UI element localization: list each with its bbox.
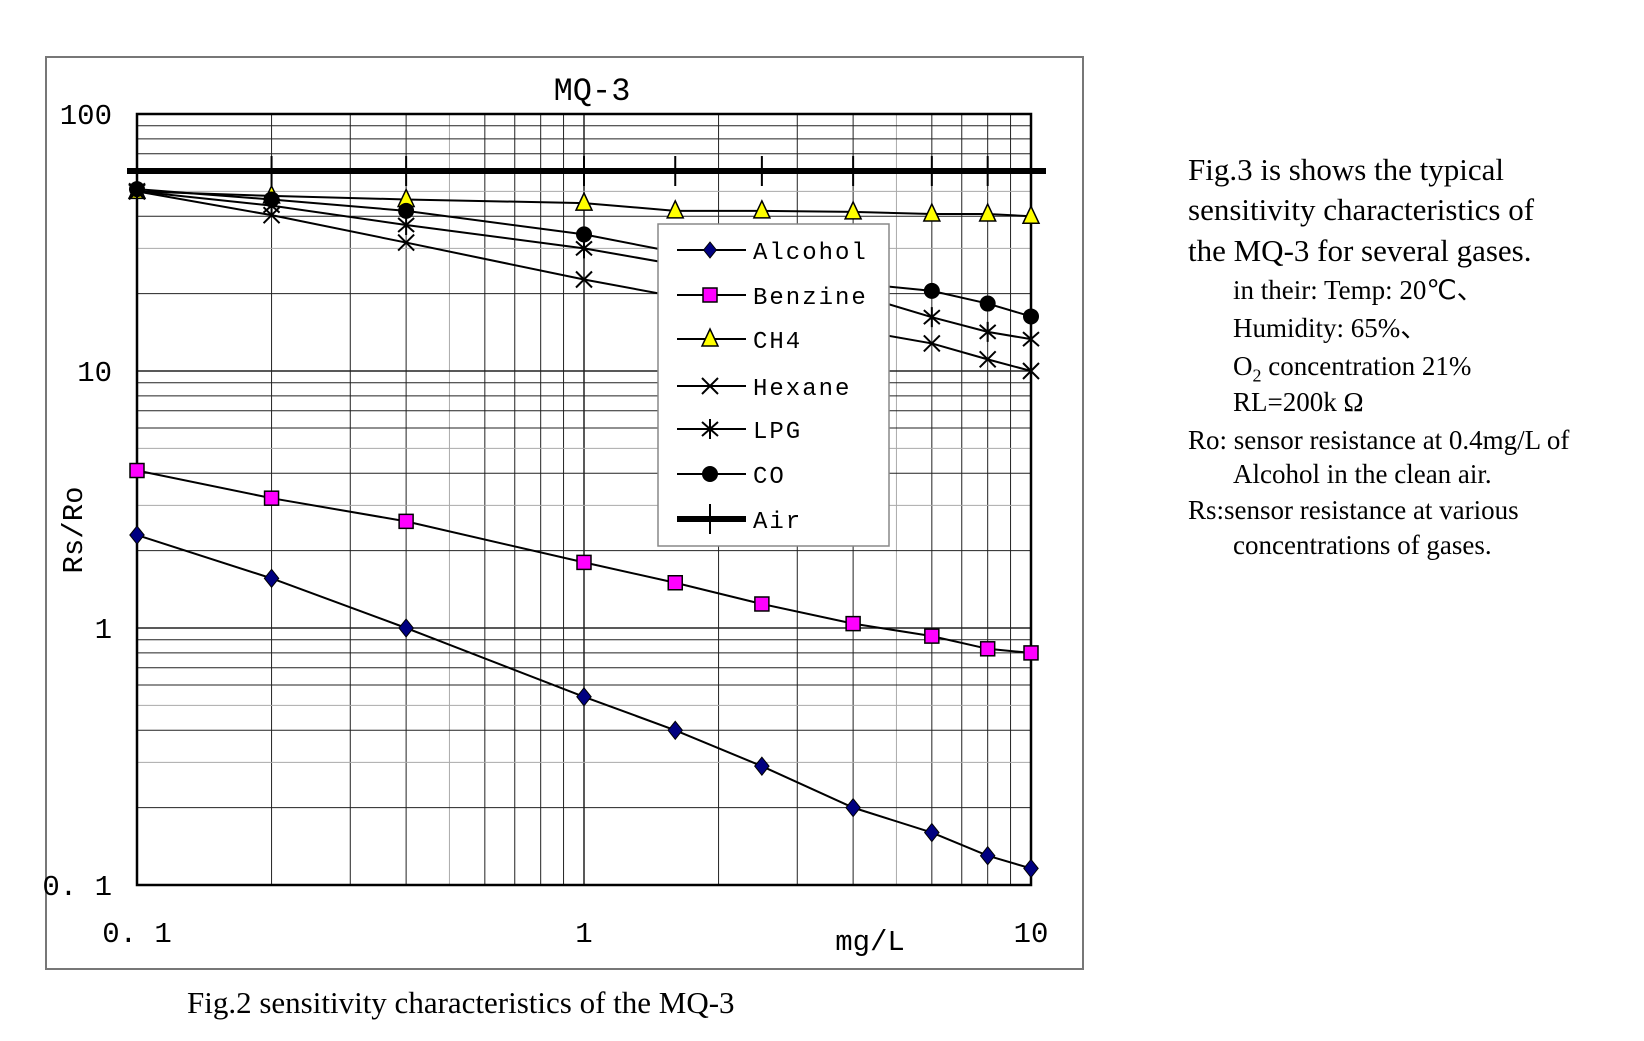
data-point-diamond: [979, 845, 996, 866]
data-point-x: [575, 270, 593, 289]
y-tick-label: 100: [60, 100, 112, 133]
data-point-circle: [979, 295, 996, 312]
legend-label: Alcohol: [753, 240, 868, 267]
rs-definition-cont: concentrations of gases.: [1233, 530, 1492, 560]
data-point-diamond: [754, 756, 770, 776]
x-tick-label: 1: [575, 918, 592, 951]
data-point-diamond: [923, 822, 940, 843]
condition-temp: in their: Temp: 20℃、: [1233, 275, 1484, 305]
y-tick-label: 1: [95, 614, 112, 647]
series-line: [136, 534, 1032, 870]
data-point-asterisk: [923, 307, 941, 328]
data-point-square: [924, 628, 940, 644]
data-point-square: [129, 462, 145, 479]
series-benzine: [129, 462, 1039, 661]
x-tick-label: 0. 1: [102, 918, 172, 951]
legend-label: CO: [753, 464, 786, 491]
data-point-triangle: [922, 202, 942, 222]
legend-label: LPG: [753, 419, 802, 446]
data-point-square: [667, 574, 683, 591]
description-line: Fig.3 is shows the typical: [1188, 152, 1505, 187]
legend-label: Hexane: [753, 376, 851, 403]
data-point-triangle: [752, 199, 772, 219]
data-point-diamond: [845, 797, 861, 818]
data-point-square: [398, 513, 414, 530]
legend-item-air: Air: [677, 504, 802, 536]
legend: Alcohol Benzine CH4 Hexane LPG CO Air: [657, 223, 890, 547]
data-point-circle: [1023, 308, 1039, 325]
ro-definition: Ro: sensor resistance at 0.4mg/L of: [1188, 425, 1570, 455]
data-point-x: [978, 350, 997, 369]
data-point-diamond: [667, 720, 684, 741]
x-axis-label: mg/L: [835, 926, 905, 959]
data-point-square: [1023, 645, 1039, 661]
data-point-circle: [923, 282, 940, 299]
data-point-asterisk: [979, 321, 997, 342]
x-tick-label: 10: [1014, 918, 1049, 951]
ro-definition-cont: Alcohol in the clean air.: [1233, 459, 1492, 489]
data-point-triangle: [978, 202, 997, 222]
legend-label: Benzine: [753, 285, 868, 312]
data-point-diamond: [263, 568, 280, 589]
data-point-diamond: [576, 686, 592, 707]
data-point-triangle: [666, 199, 685, 219]
data-point-square: [845, 615, 861, 632]
data-point-diamond: [1023, 858, 1039, 879]
legend-item-benzine: Benzine: [677, 285, 868, 312]
condition-rl: RL=200k Ω: [1233, 387, 1364, 417]
description-line: sensitivity characteristics of: [1188, 192, 1535, 227]
data-point-square: [702, 287, 718, 303]
series-line: [136, 469, 1032, 654]
description-line: the MQ-3 for several gases.: [1188, 233, 1532, 268]
series-alcohol: [129, 525, 1039, 879]
data-point-diamond: [398, 618, 414, 638]
y-axis-label: Rs/Ro: [58, 486, 91, 573]
data-point-triangle: [843, 200, 863, 220]
legend-item-co: CO: [677, 464, 786, 491]
legend-item-lpg: LPG: [677, 419, 802, 446]
data-point-square: [576, 554, 592, 571]
figure-caption: Fig.2 sensitivity characteristics of the…: [187, 985, 735, 1020]
legend-item-hexane: Hexane: [677, 376, 851, 403]
data-point-asterisk: [1022, 329, 1040, 350]
o2-rest: concentration 21%: [1261, 351, 1472, 381]
data-point-square: [979, 641, 996, 657]
series-air: [127, 156, 1046, 187]
legend-item-ch4: CH4: [677, 327, 802, 356]
y-tick-label: 10: [77, 357, 112, 390]
rs-definition: Rs:sensor resistance at various: [1188, 495, 1519, 525]
data-point-square: [754, 596, 770, 612]
data-point-x: [397, 233, 415, 252]
o2-sub: 2: [1252, 365, 1262, 386]
data-point-circle: [263, 191, 280, 208]
data-point-triangle: [700, 327, 720, 347]
chart-frame: [45, 56, 1084, 970]
data-point-square: [263, 490, 280, 506]
data-point-circle: [129, 181, 145, 198]
condition-humidity: Humidity: 65%、: [1233, 313, 1428, 343]
series-line: [136, 190, 1032, 218]
data-point-x: [1022, 362, 1040, 380]
legend-item-alcohol: Alcohol: [677, 240, 868, 267]
condition-oxygen: O2 concentration 21%: [1233, 351, 1472, 386]
data-point-x: [923, 334, 941, 353]
data-point-circle: [576, 226, 592, 243]
data-point-diamond: [129, 525, 145, 545]
chart-title: MQ-3: [554, 73, 631, 110]
y-tick-label: 0. 1: [42, 871, 112, 904]
plot-area-border: [135, 112, 1033, 887]
data-point-x: [701, 377, 719, 395]
data-point-circle: [398, 202, 415, 219]
data-point-asterisk: [701, 419, 719, 439]
legend-label: Air: [753, 509, 802, 536]
legend-label: CH4: [753, 329, 802, 356]
o2-o: O: [1233, 351, 1253, 381]
data-point-triangle: [574, 191, 594, 211]
data-point-triangle: [1021, 204, 1041, 225]
data-point-diamond: [702, 241, 718, 259]
data-point-circle: [702, 466, 718, 482]
